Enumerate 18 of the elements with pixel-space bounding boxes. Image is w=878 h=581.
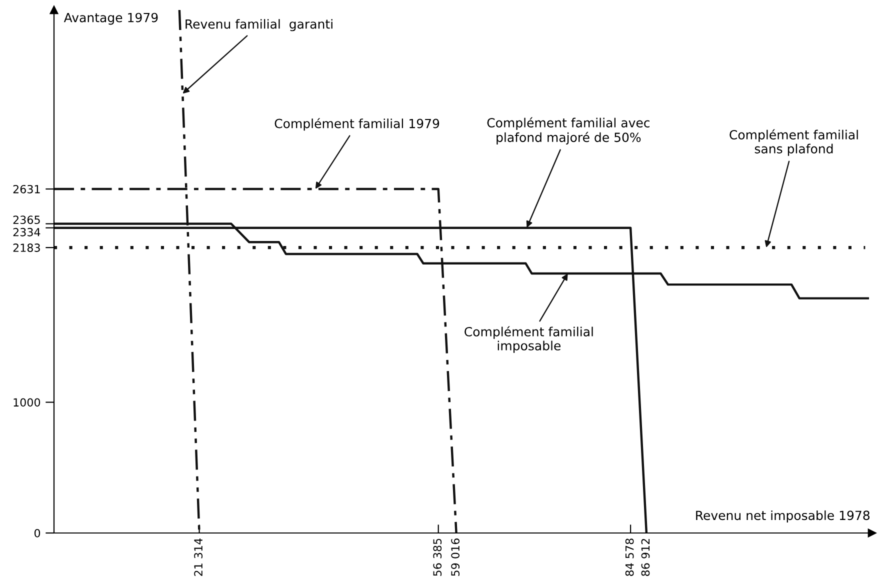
x-tick-label: 59 016 — [451, 538, 460, 576]
y-tick-label: 1000 — [14, 398, 40, 407]
text: Complément familial sans plafond — [730, 129, 858, 156]
x-tick-label: 84 578 — [625, 538, 634, 576]
x-tick-label: 86 912 — [641, 538, 650, 576]
text: Complément familial 1979 — [274, 118, 440, 131]
y-axis-title: Avantage 1979 — [64, 12, 158, 25]
text: Complément familial avec plafond majoré de 50% — [487, 117, 650, 144]
y-tick-label: 2334 — [13, 228, 40, 236]
y-tick-label: 0 — [34, 528, 40, 538]
x-axis-title: Revenu net imposable 1978 — [696, 510, 870, 523]
text: Complément familial imposable — [464, 326, 593, 353]
y-tick-label: 2183 — [13, 244, 40, 252]
y-tick-label: 2365 — [13, 216, 40, 224]
series-label: Revenu familial garanti — [186, 19, 332, 32]
x-tick-label: 21 314 — [194, 538, 203, 576]
y-tick-label: 2631 — [13, 184, 40, 194]
x-tick-label: 56 385 — [433, 538, 442, 576]
